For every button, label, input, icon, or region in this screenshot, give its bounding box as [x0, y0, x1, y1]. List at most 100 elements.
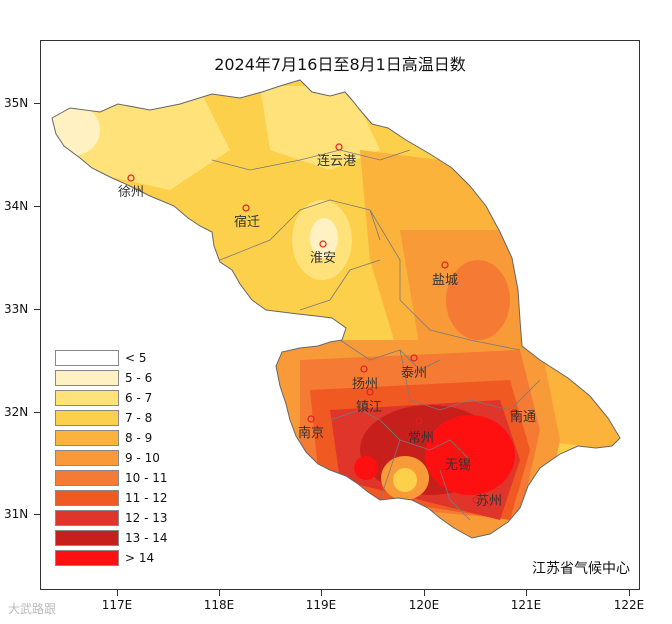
lat-tick [34, 309, 40, 310]
city-label: 淮安 [310, 251, 336, 266]
lat-tick [34, 103, 40, 104]
city-marker-icon [127, 174, 135, 182]
city-marker-icon [441, 261, 449, 269]
legend-swatch [55, 450, 119, 466]
legend-label: > 14 [125, 551, 155, 565]
city-suqian: 宿迁 [234, 204, 260, 230]
city-marker-icon [454, 446, 462, 454]
city-xuzhou: 徐州 [118, 174, 144, 200]
city-marker-icon [335, 143, 343, 151]
city-marker-icon [242, 204, 250, 212]
city-yangzhou: 扬州 [352, 365, 378, 392]
legend-item: 8 - 9 [55, 430, 175, 448]
legend-swatch [55, 430, 119, 446]
city-boundaries [211, 149, 541, 521]
city-changzhou: 常州 [408, 417, 434, 446]
city-label: 扬州 [352, 377, 378, 392]
legend-swatch [55, 470, 119, 486]
org-label: 江苏省气候中心 [532, 561, 630, 577]
legend-label: 6 - 7 [125, 391, 153, 405]
lon-tick [219, 590, 220, 596]
legend-item: 12 - 13 [55, 510, 175, 528]
legend-label: 12 - 13 [125, 511, 168, 525]
city-label: 盐城 [432, 273, 458, 288]
lon-label-122e: 122E [613, 598, 645, 612]
city-marker-icon [366, 388, 374, 396]
lon-tick [424, 590, 425, 596]
legend-label: 5 - 6 [125, 371, 153, 385]
legend-label: 10 - 11 [125, 471, 168, 485]
lon-tick [321, 590, 322, 596]
legend-item: > 14 [55, 550, 175, 568]
lat-tick [34, 206, 40, 207]
lat-label-33n: 33N [4, 302, 29, 316]
lon-label-119e: 119E [305, 598, 337, 612]
lat-tick [34, 514, 40, 515]
legend-label: 9 - 10 [125, 451, 160, 465]
city-zhenjiang: 镇江 [356, 388, 382, 415]
city-huaian: 淮安 [310, 240, 336, 266]
city-lianyungang: 连云港 [317, 143, 356, 169]
city-label: 常州 [408, 431, 434, 446]
legend-item: 7 - 8 [55, 410, 175, 428]
city-marker-icon [360, 365, 368, 373]
city-marker-icon [319, 240, 327, 248]
city-marker-icon [307, 415, 315, 423]
legend-item: 11 - 12 [55, 490, 175, 508]
city-label: 连云港 [317, 153, 356, 169]
legend-swatch [55, 350, 119, 366]
lon-label-121e: 121E [510, 598, 542, 612]
legend-label: < 5 [125, 351, 147, 365]
legend-label: 8 - 9 [125, 431, 153, 445]
city-taizhou: 泰州 [401, 354, 427, 381]
lon-tick [526, 590, 527, 596]
legend-item: 9 - 10 [55, 450, 175, 468]
city-nanjing: 南京 [298, 415, 324, 441]
city-label: 泰州 [401, 366, 427, 381]
city-marker-icon [510, 409, 518, 417]
lon-label-120e: 120E [408, 598, 440, 612]
legend-swatch [55, 410, 119, 426]
watermark: 大武路跟 [8, 602, 57, 616]
lon-label-117e: 117E [101, 598, 133, 612]
legend-swatch [55, 550, 119, 566]
map-title: 2024年7月16日至8月1日高温日数 [214, 55, 466, 74]
city-nantong: 南通 [510, 409, 536, 425]
lon-label-118e: 118E [203, 598, 235, 612]
legend-swatch [55, 530, 119, 546]
lat-label-31n: 31N [4, 507, 29, 521]
legend-label: 11 - 12 [125, 491, 168, 505]
legend-item: 5 - 6 [55, 370, 175, 388]
legend-label: 7 - 8 [125, 411, 153, 425]
lon-tick [117, 590, 118, 596]
city-marker-icon [410, 354, 418, 362]
city-marker-icon [415, 417, 423, 425]
legend-item: < 5 [55, 350, 175, 368]
city-label: 宿迁 [234, 214, 260, 230]
legend-swatch [55, 490, 119, 506]
city-wuxi: 无锡 [445, 446, 471, 473]
legend-item: 13 - 14 [55, 530, 175, 548]
city-yancheng: 盐城 [432, 261, 458, 288]
legend-swatch [55, 510, 119, 526]
lat-label-32n: 32N [4, 405, 29, 419]
city-label: 南京 [298, 425, 324, 441]
city-label: 徐州 [118, 185, 144, 200]
city-label: 无锡 [445, 458, 471, 473]
city-label: 苏州 [476, 493, 502, 509]
city-label: 南通 [510, 409, 536, 425]
legend-swatch [55, 390, 119, 406]
city-label: 镇江 [356, 400, 382, 415]
lat-label-34n: 34N [4, 199, 29, 213]
lon-tick [629, 590, 630, 596]
legend-swatch [55, 370, 119, 386]
legend-label: 13 - 14 [125, 531, 168, 545]
legend-item: 10 - 11 [55, 470, 175, 488]
lat-label-35n: 35N [4, 96, 29, 110]
city-marker-icon [472, 496, 480, 504]
legend-item: 6 - 7 [55, 390, 175, 408]
lat-tick [34, 412, 40, 413]
city-suzhou: 苏州 [472, 493, 502, 509]
